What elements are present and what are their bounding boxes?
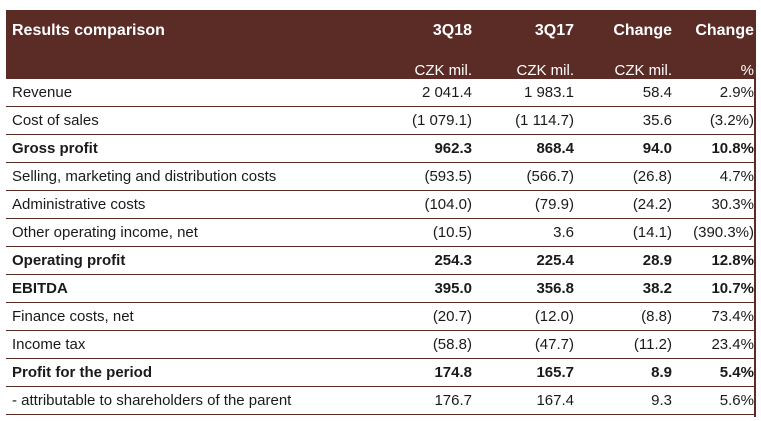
value-3q17: (47.7) <box>534 336 574 353</box>
value-change-abs: (11.2) <box>633 336 672 353</box>
row-label: EBITDA <box>12 280 68 297</box>
row-label: Finance costs, net <box>12 308 134 325</box>
value-change-abs: 28.9 <box>642 252 672 269</box>
value-3q18: 395.0 <box>434 280 472 297</box>
row-label: - attributable to shareholders of the pa… <box>12 392 292 409</box>
table-right-border <box>754 79 756 417</box>
value-3q18: (593.5) <box>424 168 472 185</box>
unit-3q17: CZK mil. <box>516 62 575 79</box>
value-change-abs: 38.2 <box>642 280 672 297</box>
value-3q18: 2 041.4 <box>421 84 472 101</box>
row-label: Income tax <box>12 336 86 353</box>
value-change-pct: 4.7% <box>719 168 754 185</box>
column-header-change-abs: Change <box>613 22 672 39</box>
value-change-pct: 12.8% <box>711 252 754 269</box>
value-3q18: (104.0) <box>424 196 472 213</box>
table-row: Selling, marketing and distribution cost… <box>6 163 756 191</box>
row-label: Other operating income, net <box>12 224 198 241</box>
table-header: Results comparison 3Q18 3Q17 Change Chan… <box>6 10 756 79</box>
value-3q17: (1 114.7) <box>515 112 574 129</box>
value-3q18: 254.3 <box>434 252 472 269</box>
value-3q17: (79.9) <box>534 196 574 213</box>
value-3q17: 3.6 <box>553 224 574 241</box>
row-label: Cost of sales <box>12 112 99 129</box>
row-label: Profit for the period <box>12 364 152 381</box>
value-3q17: 868.4 <box>536 140 574 157</box>
table-row: Profit for the period 174.8 165.7 8.9 5.4% <box>6 359 756 387</box>
value-change-pct: 5.6% <box>719 392 754 409</box>
table-row: Gross profit 962.3 868.4 94.0 10.8% <box>6 135 756 163</box>
row-label: Administrative costs <box>12 196 146 213</box>
value-3q17: 165.7 <box>536 364 574 381</box>
table-title: Results comparison <box>12 22 165 39</box>
table-row: - attributable to shareholders of the pa… <box>6 387 756 415</box>
value-change-pct: 10.8% <box>711 140 754 157</box>
value-change-abs: 9.3 <box>651 392 672 409</box>
value-change-pct: (3.2%) <box>709 112 754 129</box>
value-3q17: (12.0) <box>534 308 574 325</box>
header-units-row: CZK mil. CZK mil. CZK mil. % <box>6 62 756 79</box>
value-change-abs: (8.8) <box>641 308 672 325</box>
value-change-pct: 10.7% <box>711 280 754 297</box>
value-3q17: 167.4 <box>536 392 574 409</box>
value-3q18: 962.3 <box>434 140 472 157</box>
value-change-abs: 8.9 <box>651 364 672 381</box>
value-change-abs: (14.1) <box>632 224 672 241</box>
column-header-3q18: 3Q18 <box>432 22 472 39</box>
value-3q18: (10.5) <box>432 224 472 241</box>
table-row: Revenue 2 041.4 1 983.1 58.4 2.9% <box>6 79 756 107</box>
value-change-abs: 58.4 <box>642 84 672 101</box>
results-comparison-table: Results comparison 3Q18 3Q17 Change Chan… <box>6 10 756 417</box>
table-row: Income tax (58.8) (47.7) (11.2) 23.4% <box>6 331 756 359</box>
value-3q18: 176.7 <box>434 392 472 409</box>
value-change-abs: 35.6 <box>642 112 672 129</box>
value-3q17: 225.4 <box>536 252 574 269</box>
value-3q18: (58.8) <box>432 336 472 353</box>
table-row: EBITDA 395.0 356.8 38.2 10.7% <box>6 275 756 303</box>
value-change-pct: 73.4% <box>711 308 754 325</box>
value-change-abs: (24.2) <box>632 196 672 213</box>
row-label: Selling, marketing and distribution cost… <box>12 168 277 185</box>
table-row: Operating profit 254.3 225.4 28.9 12.8% <box>6 247 756 275</box>
header-title-row: Results comparison 3Q18 3Q17 Change Chan… <box>6 22 756 40</box>
unit-change-pct: % <box>740 62 754 79</box>
row-label: Revenue <box>12 84 73 101</box>
unit-change-abs: CZK mil. <box>614 62 673 79</box>
value-3q17: 1 983.1 <box>523 84 574 101</box>
value-change-abs: 94.0 <box>642 140 672 157</box>
value-change-pct: 23.4% <box>711 336 754 353</box>
value-change-pct: 2.9% <box>719 84 754 101</box>
value-3q17: (566.7) <box>526 168 574 185</box>
value-change-pct: 5.4% <box>719 364 754 381</box>
column-header-change-pct: Change <box>695 22 754 39</box>
table-row: Other operating income, net (10.5) 3.6 (14.… <box>6 219 756 247</box>
table-row: Cost of sales (1 079.1) (1 114.7) 35.6 (3.2%… <box>6 107 756 135</box>
table-row: Finance costs, net (20.7) (12.0) (8.8) 73.4% <box>6 303 756 331</box>
table-body: Revenue 2 041.4 1 983.1 58.4 2.9% Cost of sal… <box>6 79 756 415</box>
value-3q18: (20.7) <box>432 308 472 325</box>
unit-3q18: CZK mil. <box>414 62 473 79</box>
table-row: Administrative costs (104.0) (79.9) (24.2) 3… <box>6 191 756 219</box>
value-change-pct: 30.3% <box>711 196 754 213</box>
value-change-abs: (26.8) <box>632 168 672 185</box>
value-3q18: (1 079.1) <box>411 112 472 129</box>
column-header-3q17: 3Q17 <box>534 22 574 39</box>
row-label: Gross profit <box>12 140 98 157</box>
row-label: Operating profit <box>12 252 126 269</box>
value-3q17: 356.8 <box>536 280 574 297</box>
value-change-pct: (390.3%) <box>693 224 754 241</box>
value-3q18: 174.8 <box>434 364 472 381</box>
